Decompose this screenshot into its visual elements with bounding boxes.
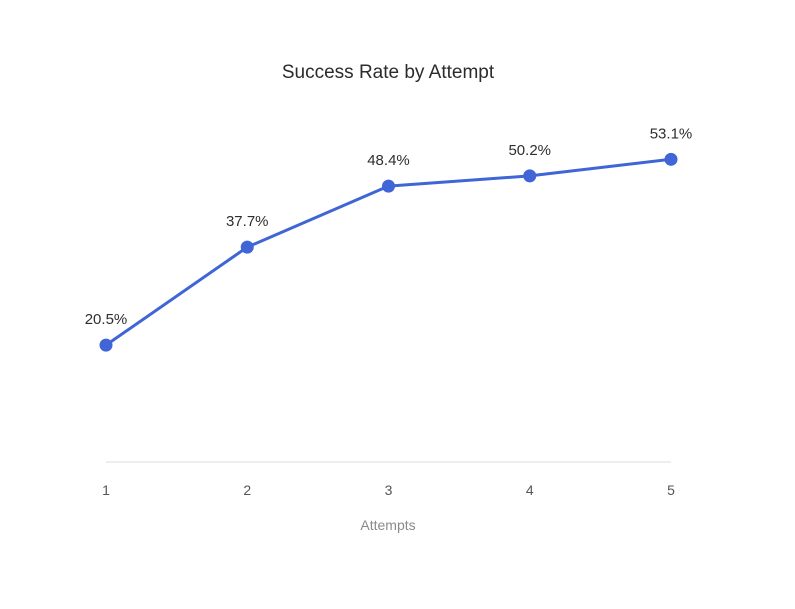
data-labels: 20.5% 37.7% 48.4% 50.2% 53.1% xyxy=(85,125,693,328)
data-label-4: 50.2% xyxy=(508,142,551,159)
x-tick-label-3: 3 xyxy=(385,482,393,498)
x-tick-label-5: 5 xyxy=(667,482,675,498)
data-point-3 xyxy=(382,179,395,193)
data-label-5: 53.1% xyxy=(650,125,693,142)
data-point-1 xyxy=(99,338,113,352)
data-label-1: 20.5% xyxy=(85,311,128,328)
x-tick-labels: 1 2 3 4 5 xyxy=(102,482,675,498)
data-label-3: 48.4% xyxy=(367,152,410,169)
data-point-5 xyxy=(664,152,678,166)
data-label-2: 37.7% xyxy=(226,213,269,230)
x-tick-label-2: 2 xyxy=(243,482,251,498)
data-points xyxy=(99,152,678,352)
data-point-2 xyxy=(240,240,254,254)
x-tick-label-4: 4 xyxy=(526,482,534,498)
chart-title: Success Rate by Attempt xyxy=(282,62,495,83)
x-axis-title: Attempts xyxy=(360,517,415,533)
plot-area: 20.5% 37.7% 48.4% 50.2% 53.1% 1 2 3 4 5 xyxy=(85,125,693,498)
x-tick-label-1: 1 xyxy=(102,482,110,498)
data-point-4 xyxy=(523,169,537,183)
